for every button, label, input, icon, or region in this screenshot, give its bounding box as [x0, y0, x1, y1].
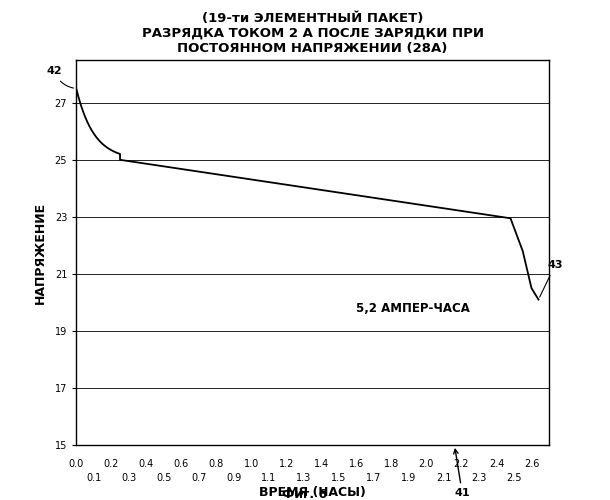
- Text: 2.1: 2.1: [436, 473, 451, 483]
- Text: 1.2: 1.2: [279, 459, 294, 469]
- Y-axis label: НАПРЯЖЕНИЕ: НАПРЯЖЕНИЕ: [34, 202, 46, 304]
- Text: 1.1: 1.1: [261, 473, 276, 483]
- Text: 0.7: 0.7: [191, 473, 207, 483]
- Text: 2.6: 2.6: [524, 459, 539, 469]
- Text: 42: 42: [46, 66, 74, 88]
- Text: 2.2: 2.2: [454, 459, 469, 469]
- Text: 0.1: 0.1: [86, 473, 101, 483]
- Text: 1.7: 1.7: [366, 473, 382, 483]
- Text: 5,2 АМПЕР-ЧАСА: 5,2 АМПЕР-ЧАСА: [356, 302, 470, 314]
- Text: 41: 41: [454, 450, 470, 498]
- Text: 0.4: 0.4: [138, 459, 154, 469]
- Text: 1.4: 1.4: [314, 459, 329, 469]
- Text: 2.0: 2.0: [418, 459, 434, 469]
- Text: 0.2: 0.2: [104, 459, 119, 469]
- Text: 0.6: 0.6: [174, 459, 189, 469]
- Text: 2.4: 2.4: [489, 459, 504, 469]
- Text: 0.8: 0.8: [209, 459, 224, 469]
- Text: 0.9: 0.9: [226, 473, 242, 483]
- Text: 1.0: 1.0: [244, 459, 259, 469]
- Text: 0.3: 0.3: [121, 473, 137, 483]
- Title: (19-ти ЭЛЕМЕНТНЫЙ ПАКЕТ)
РАЗРЯДКА ТОКОМ 2 А ПОСЛЕ ЗАРЯДКИ ПРИ
ПОСТОЯННОМ НАПРЯЖЕ: (19-ти ЭЛЕМЕНТНЫЙ ПАКЕТ) РАЗРЯДКА ТОКОМ …: [142, 12, 484, 54]
- Text: 1.9: 1.9: [401, 473, 417, 483]
- Text: 1.3: 1.3: [296, 473, 312, 483]
- Text: 2.5: 2.5: [506, 473, 522, 483]
- Text: 43: 43: [540, 260, 563, 297]
- Text: 1.8: 1.8: [384, 459, 399, 469]
- Text: 0.0: 0.0: [68, 459, 84, 469]
- Text: Фиг. 6: Фиг. 6: [282, 488, 328, 500]
- Text: 0.5: 0.5: [156, 473, 171, 483]
- Text: 2.3: 2.3: [472, 473, 487, 483]
- Text: 1.6: 1.6: [349, 459, 364, 469]
- X-axis label: ВРЕМЯ (ЧАСЫ): ВРЕМЯ (ЧАСЫ): [259, 486, 366, 499]
- Text: 1.5: 1.5: [331, 473, 346, 483]
